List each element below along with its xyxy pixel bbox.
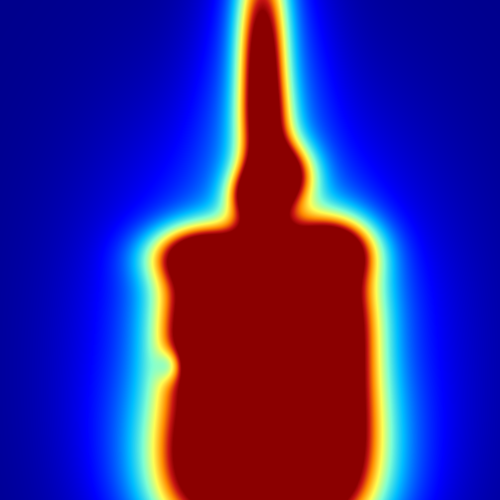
heatmap-canvas bbox=[0, 0, 500, 500]
